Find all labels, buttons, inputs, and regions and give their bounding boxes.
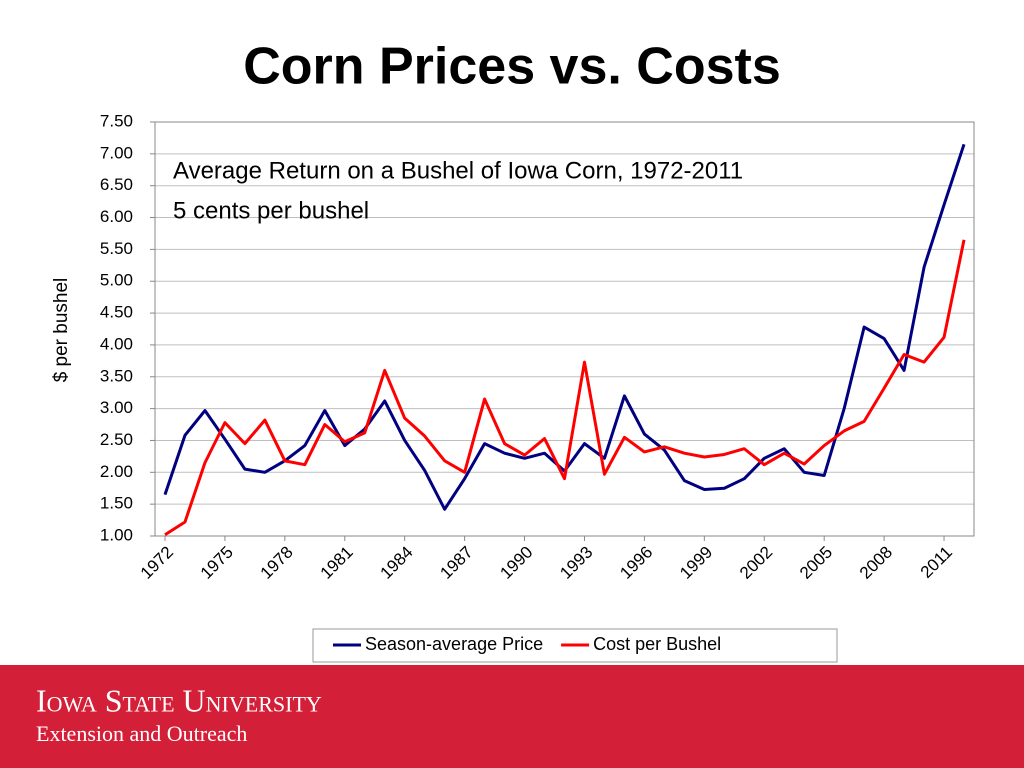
x-tick-label: 1972 [137,543,177,583]
y-tick-label: 1.50 [100,494,133,513]
x-tick-label: 2002 [736,543,776,583]
y-tick-label: 6.00 [100,207,133,226]
legend-label: Cost per Bushel [593,634,721,654]
x-tick-label: 1996 [616,543,656,583]
x-tick-label: 1999 [676,543,716,583]
y-tick-label: 5.00 [100,271,133,290]
y-tick-label: 7.00 [100,143,133,162]
x-tick-label: 1978 [257,543,297,583]
plot-frame [154,121,975,537]
y-tick-label: 3.50 [100,366,133,385]
y-tick-label: 2.50 [100,430,133,449]
chart-title: Corn Prices vs. Costs [243,38,781,96]
x-tick-label: 2005 [796,543,836,583]
x-tick-label: 1984 [377,543,417,583]
data-line [164,239,966,536]
y-axis-label: $ per bushel [51,278,72,383]
y-tick-label: 1.00 [100,525,133,544]
x-tick-label: 1981 [317,543,357,583]
x-tick-label: 1993 [556,543,596,583]
x-tick-label: 1987 [436,543,476,583]
footer-university: Iowa State University [36,682,322,718]
x-tick-label: 2011 [917,543,956,582]
x-tick-label: 2008 [856,543,896,583]
annotation: Average Return on a Bushel of Iowa Corn,… [173,157,743,184]
y-tick-label: 4.00 [100,334,133,353]
y-tick-label: 5.50 [100,239,133,258]
y-tick-label: 6.50 [100,175,133,194]
y-tick-label: 4.50 [100,303,133,322]
annotation: 5 cents per bushel [173,197,369,224]
y-tick-label: 7.50 [100,111,133,130]
x-tick-label: 1990 [496,543,536,583]
footer-unit: Extension and Outreach [36,721,247,746]
footer-band [0,665,1024,768]
y-tick-label: 2.00 [100,462,133,481]
legend-label: Season-average Price [365,634,543,654]
x-tick-label: 1975 [197,543,237,583]
y-tick-label: 3.00 [100,398,133,417]
